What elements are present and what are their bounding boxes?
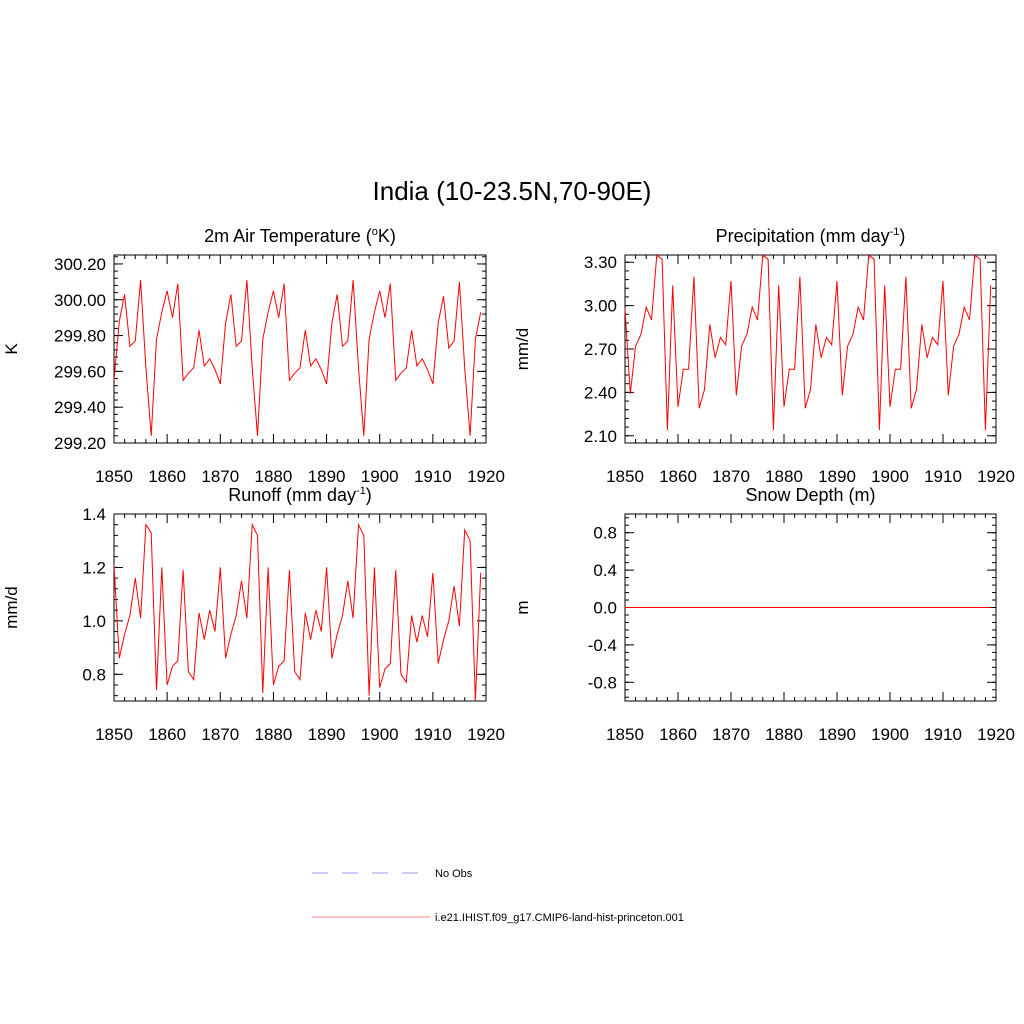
x-tick-label: 1920 (977, 725, 1015, 744)
x-tick-label: 1880 (765, 725, 803, 744)
x-tick-label: 1870 (201, 725, 239, 744)
panel-title: Snow Depth (m) (745, 485, 875, 505)
x-tick-label: 1860 (659, 725, 697, 744)
y-axis-label: m (513, 600, 532, 614)
plot-frame (624, 254, 997, 444)
y-tick-label: 300.20 (54, 255, 106, 274)
x-tick-label: 1890 (308, 725, 346, 744)
x-tick-label: 1870 (201, 467, 239, 486)
y-tick-label: 1.0 (82, 612, 106, 631)
y-tick-label: 2.10 (584, 427, 617, 446)
y-tick-label: 2.40 (584, 383, 617, 402)
series-line (113, 280, 482, 436)
y-tick-label: 0.4 (593, 561, 617, 580)
x-tick-label: 1850 (606, 467, 644, 486)
x-tick-label: 1900 (361, 725, 399, 744)
y-tick-label: 0.0 (593, 599, 617, 618)
x-tick-label: 1850 (95, 467, 133, 486)
x-tick-label: 1890 (308, 467, 346, 486)
x-tick-label: 1880 (765, 467, 803, 486)
y-tick-label: -0.4 (588, 636, 617, 655)
y-tick-label: 299.40 (54, 398, 106, 417)
x-tick-label: 1870 (712, 725, 750, 744)
legend: No Obs i.e21.IHIST.f09_g17.CMIP6-land-his… (312, 868, 684, 924)
y-axis-label: K (2, 343, 21, 355)
x-tick-label: 1860 (148, 467, 186, 486)
y-tick-label: 300.00 (54, 291, 106, 310)
x-tick-label: 1890 (818, 467, 856, 486)
x-tick-label: 1910 (924, 467, 962, 486)
x-tick-label: 1850 (95, 725, 133, 744)
series-line (113, 522, 482, 702)
panel-title: Precipitation (mm day-1) (716, 226, 906, 246)
y-tick-label: 0.8 (593, 524, 617, 543)
panel-2: 1850 1860 1870 1880 1890 1900 1910 1920 2.10 2.40… (513, 226, 1015, 486)
panels: 1850 1860 1870 1880 1890 1900 1910 1920 299.20 29… (2, 226, 1015, 744)
y-axis-label: mm/d (513, 328, 532, 371)
x-tick-label: 1910 (414, 725, 452, 744)
panel-4: 1850 1860 1870 1880 1890 1900 1910 1920 -0.8 -0.4… (513, 485, 1015, 744)
y-tick-label: 2.70 (584, 340, 617, 359)
y-tick-label: 3.00 (584, 297, 617, 316)
x-tick-label: 1900 (871, 725, 909, 744)
figure-title: India (10-23.5N,70-90E) (373, 176, 652, 206)
x-tick-label: 1910 (414, 467, 452, 486)
x-tick-label: 1900 (361, 467, 399, 486)
x-tick-label: 1870 (712, 467, 750, 486)
panel-title: Runoff (mm day-1) (228, 485, 372, 505)
x-tick-label: 1900 (871, 467, 909, 486)
panel-1: 1850 1860 1870 1880 1890 1900 1910 1920 299.20 29… (2, 226, 505, 486)
x-tick-label: 1880 (255, 467, 293, 486)
x-tick-label: 1920 (977, 467, 1015, 486)
legend-label: i.e21.IHIST.f09_g17.CMIP6-land-hist-prin… (435, 912, 684, 924)
y-tick-label: 299.60 (54, 362, 106, 381)
x-tick-label: 1920 (467, 467, 505, 486)
x-tick-label: 1860 (148, 725, 186, 744)
panel-title: 2m Air Temperature (oK) (204, 226, 396, 246)
x-tick-label: 1910 (924, 725, 962, 744)
series-line (624, 254, 992, 431)
legend-label: No Obs (435, 868, 473, 880)
y-axis-label: mm/d (2, 586, 21, 629)
y-tick-label: 3.30 (584, 253, 617, 272)
x-tick-label: 1890 (818, 725, 856, 744)
x-tick-label: 1920 (467, 725, 505, 744)
plot-frame (113, 254, 487, 444)
y-tick-label: 0.8 (82, 665, 106, 684)
y-tick-label: 299.20 (54, 434, 106, 453)
x-tick-label: 1850 (606, 725, 644, 744)
plot-frame (113, 513, 487, 702)
panel-3: 1850 1860 1870 1880 1890 1900 1910 1920 0.8 1.0 1.… (2, 485, 505, 744)
x-tick-label: 1880 (255, 725, 293, 744)
y-tick-label: 1.2 (82, 558, 106, 577)
x-tick-label: 1860 (659, 467, 697, 486)
y-tick-label: 299.80 (54, 327, 106, 346)
y-tick-label: -0.8 (588, 673, 617, 692)
y-tick-label: 1.4 (82, 505, 106, 524)
